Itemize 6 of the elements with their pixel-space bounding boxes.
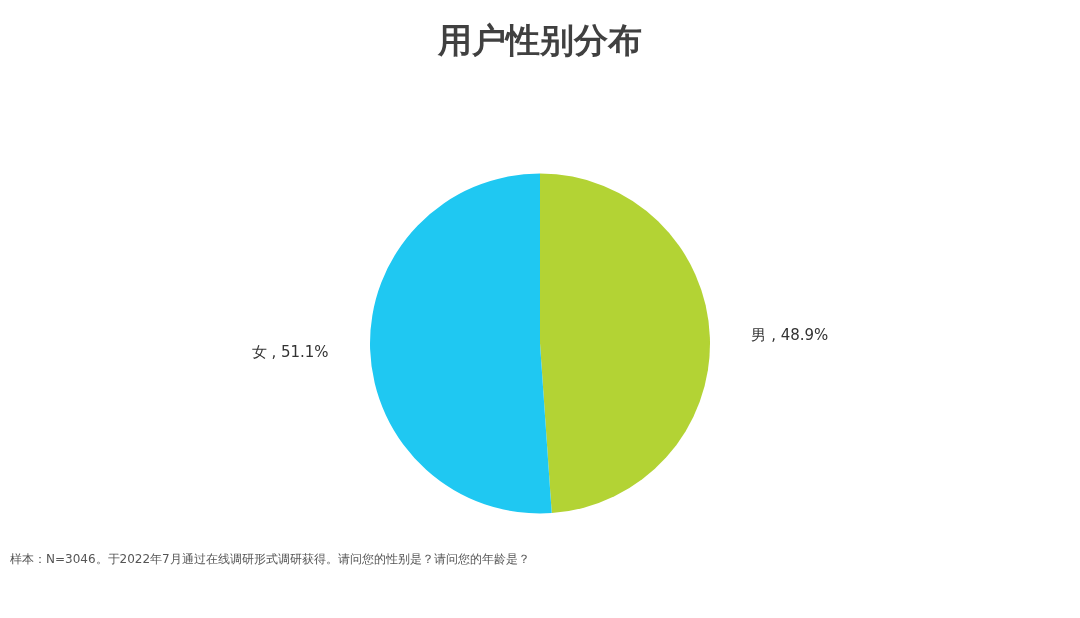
chart-title: 用户性别分布 [437,20,642,60]
slice-label: 女 , 51.1% [251,343,329,362]
pie-slice [370,173,552,514]
pie-slice [540,173,710,514]
slice-label: 男 , 48.9% [751,325,829,344]
text: 样本：N=3046。于2022年7月通过在线调研形式调研获得。请问您的性别是？请问您的年龄是？ [10,552,530,566]
